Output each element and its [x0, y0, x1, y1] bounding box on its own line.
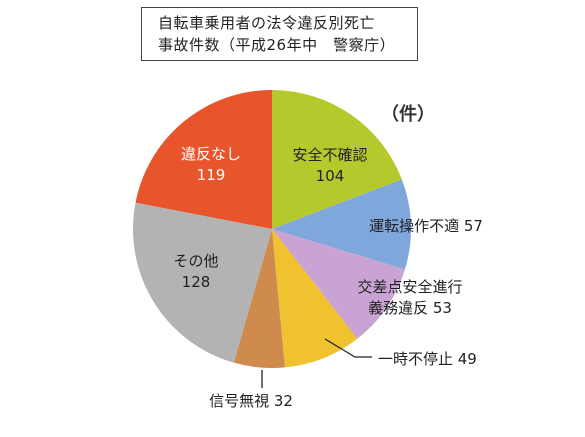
slice-label-6-line-1: 119 [197, 166, 226, 184]
pie-slice-3 [272, 229, 358, 368]
slice-label-1: 運転操作不適 57 [369, 217, 483, 235]
slice-label-0-line-1: 104 [316, 167, 345, 185]
slice-label-3: 一時不停止 49 [378, 350, 477, 368]
slice-label-4-line-0: 信号無視 32 [209, 392, 293, 410]
pie-slice-2 [272, 229, 405, 339]
chart-title-line-1: 自転車乗用者の法令違反別死亡 [158, 14, 376, 32]
unit-label: （件） [381, 103, 435, 125]
pie-slice-5 [133, 202, 272, 363]
slice-label-6-line-0: 違反なし [181, 145, 241, 163]
slice-label-2-line-0: 交差点安全進行 [357, 278, 462, 296]
pie-slice-6 [135, 90, 272, 229]
chart-title: 自転車乗用者の法令違反別死亡 事故件数（平成26年中 警察庁） [141, 7, 418, 61]
slice-label-2: 交差点安全進行義務違反 53 [357, 278, 462, 317]
slice-label-3-line-0: 一時不停止 49 [378, 350, 477, 368]
pie-slice-1 [272, 179, 411, 270]
pie-slice-4 [233, 229, 285, 368]
pie-slice-0 [272, 90, 402, 229]
leader-line-3 [324, 338, 372, 358]
slice-label-4: 信号無視 32 [209, 392, 293, 410]
slice-label-0-line-0: 安全不確認 [292, 146, 367, 164]
slice-label-1-line-0: 運転操作不適 57 [369, 217, 483, 235]
slice-label-6: 違反なし 119 [181, 145, 241, 184]
slice-label-5-line-0: その他 [173, 252, 218, 270]
slice-label-2-line-1: 義務違反 53 [368, 299, 452, 317]
slice-label-5-line-1: 128 [182, 273, 211, 291]
slice-label-5: その他 128 [173, 252, 218, 291]
chart-title-line-2: 事故件数（平成26年中 警察庁） [158, 36, 396, 54]
slice-label-0: 安全不確認 104 [292, 146, 367, 185]
